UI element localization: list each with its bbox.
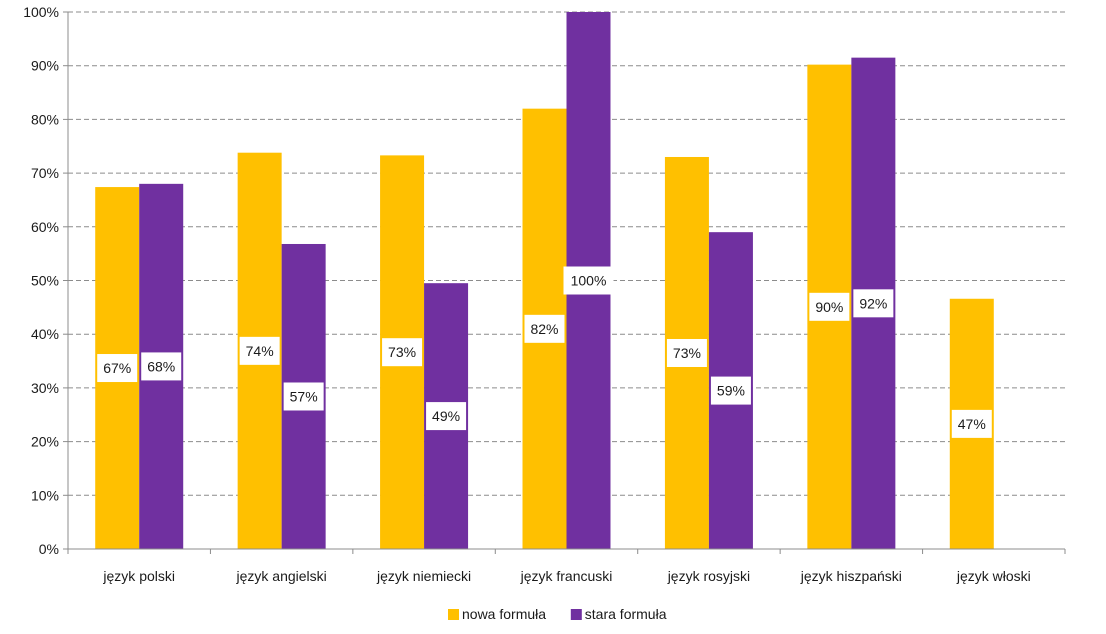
- data-label: 73%: [388, 344, 416, 360]
- x-tick-label: język rosyjski: [667, 568, 750, 584]
- data-label-box: [382, 338, 423, 367]
- data-label: 67%: [103, 360, 131, 376]
- data-label-box: [97, 354, 138, 383]
- data-label: 92%: [859, 295, 887, 311]
- data-label-box: [809, 292, 850, 321]
- data-label: 59%: [717, 383, 745, 399]
- legend-label: stara formuła: [585, 606, 667, 622]
- x-tick-label: język włoski: [956, 568, 1031, 584]
- y-tick-label: 40%: [31, 326, 59, 342]
- data-label-box: [710, 376, 751, 405]
- data-label-box: [853, 289, 894, 318]
- y-tick-label: 90%: [31, 58, 59, 74]
- data-label-box: [951, 409, 992, 438]
- legend-swatch: [570, 609, 582, 620]
- data-label: 73%: [673, 345, 701, 361]
- data-labels: 67% 74% 73% 82% 73% 90% 47% 68% 57% 49% 100% 59% 92%: [97, 266, 992, 438]
- y-tick-label: 100%: [23, 4, 59, 20]
- data-label-box: [563, 266, 614, 295]
- data-label: 47%: [958, 416, 986, 432]
- y-tick-label: 30%: [31, 380, 59, 396]
- y-tick-label: 60%: [31, 219, 59, 235]
- legend-label: nowa formuła: [462, 606, 546, 622]
- data-label: 74%: [246, 343, 274, 359]
- y-tick-label: 70%: [31, 165, 59, 181]
- data-label-box: [239, 336, 280, 365]
- data-label: 90%: [815, 299, 843, 315]
- axes: 0% 10% 20% 30% 40% 50% 60% 70% 80% 90% 100% język p…: [23, 4, 1066, 584]
- data-label-box: [426, 402, 467, 431]
- x-tick-label: język hiszpański: [800, 568, 902, 584]
- data-label-box: [666, 338, 707, 367]
- x-tick-label: język angielski: [236, 568, 327, 584]
- data-label-box: [141, 352, 182, 381]
- y-tick-label: 10%: [31, 487, 59, 503]
- y-tick-label: 20%: [31, 434, 59, 450]
- data-label: 57%: [290, 388, 318, 404]
- data-label-box: [283, 382, 324, 411]
- x-tick-label: język niemiecki: [376, 568, 471, 584]
- data-label-box: [524, 314, 565, 343]
- data-label: 100%: [571, 273, 607, 289]
- x-tick-label: język polski: [102, 568, 175, 584]
- data-label: 49%: [432, 408, 460, 424]
- data-label: 82%: [530, 321, 558, 337]
- x-tick-label: język francuski: [520, 568, 613, 584]
- data-label: 68%: [147, 358, 175, 374]
- legend: nowa formuła stara formuła: [448, 606, 667, 622]
- y-tick-label: 0%: [39, 541, 59, 557]
- y-tick-label: 80%: [31, 111, 59, 127]
- y-tick-label: 50%: [31, 273, 59, 289]
- legend-swatch: [448, 609, 459, 620]
